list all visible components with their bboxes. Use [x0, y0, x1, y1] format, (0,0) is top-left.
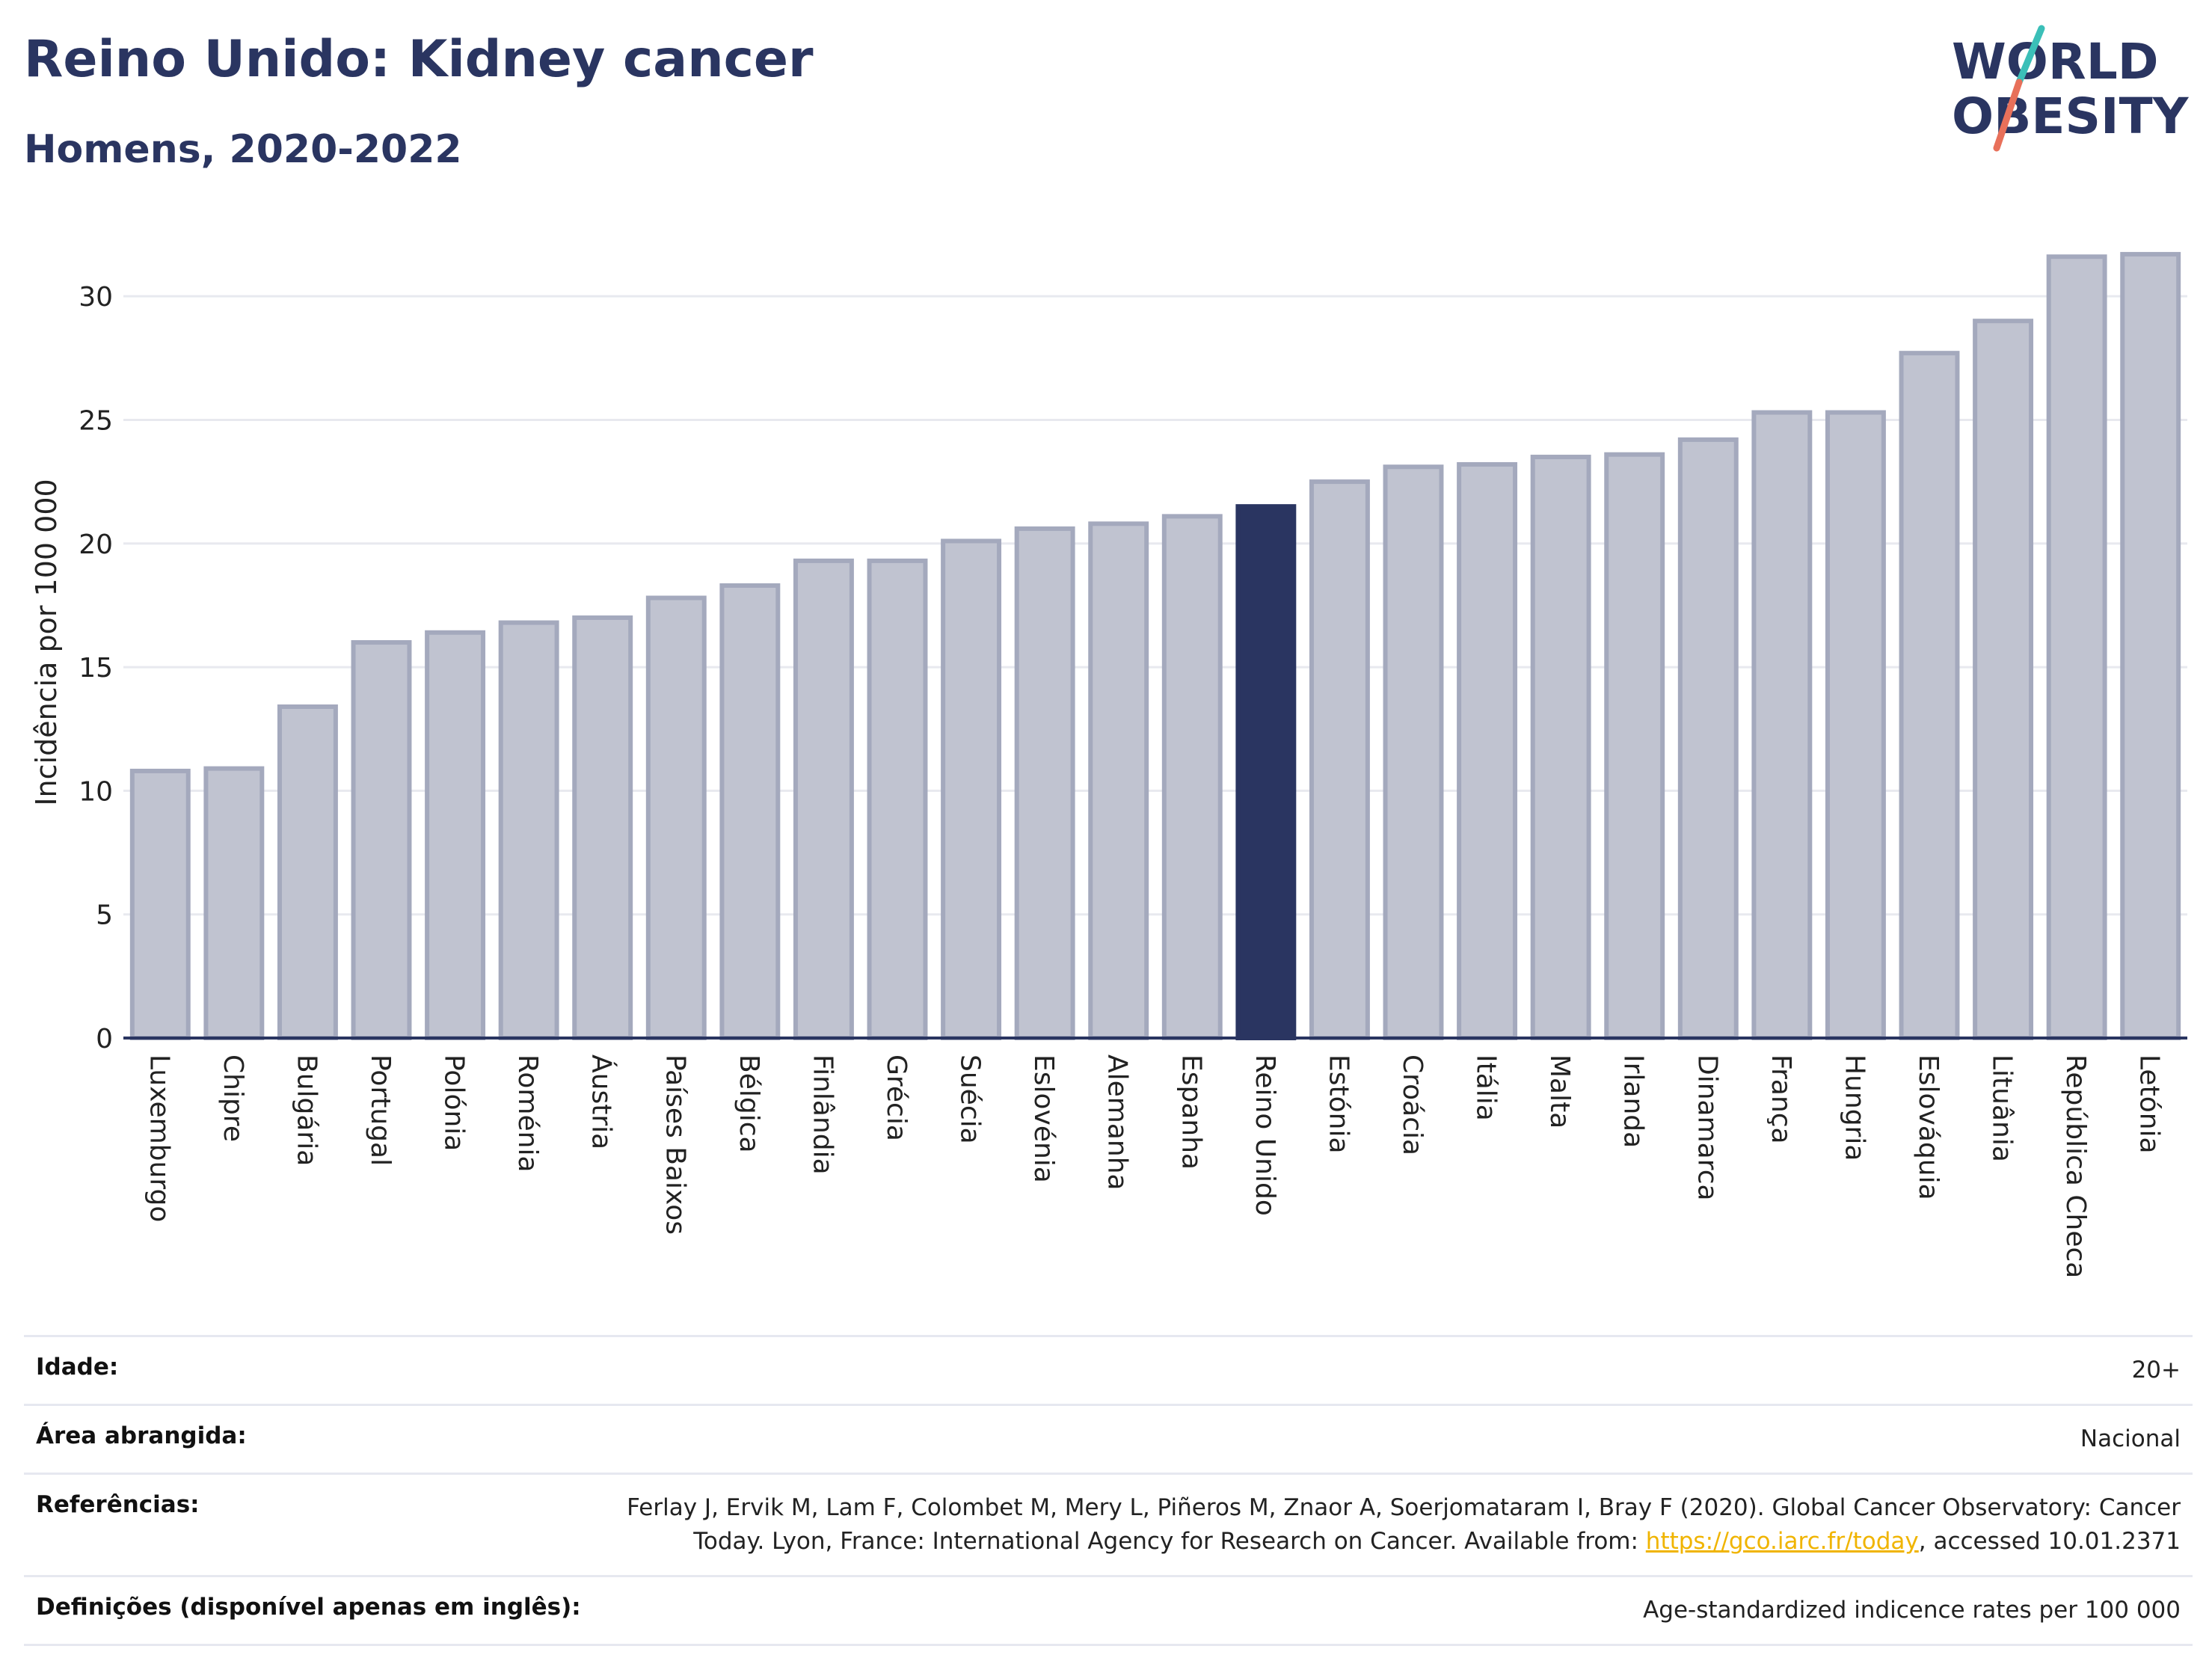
references-label: Referências: — [36, 1490, 200, 1518]
x-tick-label: República Checa — [2060, 1054, 2091, 1278]
bar-layer — [129, 251, 2181, 1041]
definitions-value: Age-standardized indicence rates per 100… — [1643, 1596, 2181, 1624]
bar-luxemburgo[interactable] — [129, 768, 191, 1041]
logo-text-obesity: OBESITY — [1952, 87, 2190, 145]
bar-dinamarca[interactable] — [1677, 437, 1739, 1040]
chart-subtitle: Homens, 2020-2022 — [24, 127, 462, 172]
bar-chart: 0 5 10 15 20 25 30 Luxemburgo Chipre Bulgária Por… — [30, 251, 2187, 1278]
y-tick-label: 30 — [79, 282, 113, 313]
bar-países-baixos[interactable] — [645, 595, 707, 1040]
x-tick-label: Malta — [1544, 1054, 1575, 1129]
age-value: 20+ — [2131, 1357, 2181, 1384]
bar-malta[interactable] — [1530, 455, 1591, 1040]
y-tick-label: 20 — [79, 529, 113, 560]
bar-alemanha[interactable] — [1088, 521, 1149, 1040]
y-tick-label: 25 — [79, 405, 113, 436]
x-tick-label: Roménia — [512, 1054, 543, 1173]
x-tick-label: Áustria — [586, 1054, 618, 1149]
bar-lituânia[interactable] — [1973, 319, 2034, 1040]
logo-slash-teal — [2015, 25, 2045, 86]
bar-áustria[interactable] — [572, 615, 633, 1040]
y-tick-label: 5 — [96, 900, 113, 931]
x-tick-label: Reino Unido — [1250, 1054, 1280, 1216]
x-tick-label: Alemanha — [1102, 1054, 1133, 1191]
x-tick-label: Países Baixos — [660, 1054, 690, 1235]
x-tick-label: Finlândia — [807, 1054, 838, 1175]
area-label: Área abrangida: — [36, 1422, 247, 1449]
bar-finlândia[interactable] — [793, 558, 854, 1040]
chart-title: Reino Unido: Kidney cancer — [24, 30, 814, 89]
bar-roménia[interactable] — [498, 620, 559, 1040]
x-tick-label: Letónia — [2134, 1054, 2165, 1154]
x-tick-label: Portugal — [365, 1054, 396, 1166]
references-accessed: , accessed 10.01.2371 — [1918, 1527, 2181, 1555]
bar-itália[interactable] — [1457, 461, 1518, 1040]
x-tick-label: Dinamarca — [1692, 1054, 1722, 1201]
bar-grécia[interactable] — [867, 558, 928, 1040]
x-tick-label: Eslováquia — [1913, 1054, 1944, 1200]
x-tick-label: Polónia — [439, 1054, 470, 1151]
age-label: Idade: — [36, 1354, 119, 1381]
footer-row-references: Referências: Ferlay J, Ervik M, Lam F, C… — [24, 1472, 2193, 1575]
y-tick-label: 0 — [96, 1024, 113, 1054]
bar-letónia[interactable] — [2120, 251, 2181, 1041]
y-tick-label: 10 — [79, 776, 113, 807]
x-tick-label: Lituânia — [1987, 1054, 2018, 1162]
y-tick-label: 15 — [79, 653, 113, 684]
x-tick-label: Chipre — [218, 1054, 248, 1142]
x-tick-label: Grécia — [881, 1054, 912, 1141]
x-tick-label: Espanha — [1176, 1054, 1206, 1170]
x-tick-label: Suécia — [955, 1054, 986, 1144]
x-tick-label: Irlanda — [1618, 1054, 1649, 1148]
x-tick-label: Estónia — [1323, 1054, 1354, 1154]
definitions-label: Definições (disponível apenas em inglês)… — [36, 1593, 581, 1621]
bar-bulgária[interactable] — [277, 704, 338, 1041]
footer-row-age: Idade: 20+ — [24, 1335, 2193, 1404]
x-tick-label: Luxemburgo — [144, 1054, 174, 1222]
bar-reino-unido[interactable] — [1235, 504, 1297, 1040]
world-obesity-logo: WORLD OBESITY — [1952, 25, 2190, 152]
x-tick-label: França — [1766, 1054, 1796, 1144]
references-value: Ferlay J, Ervik M, Lam F, Colombet M, Me… — [573, 1491, 2181, 1559]
bar-chipre[interactable] — [203, 766, 265, 1041]
label-layer: Luxemburgo Chipre Bulgária Portugal Polónia R… — [144, 1054, 2164, 1278]
metadata-table: Idade: 20+ Área abrangida: Nacional Refe… — [24, 1335, 2193, 1646]
bar-eslováquia[interactable] — [1899, 351, 1960, 1040]
bar-suécia[interactable] — [941, 538, 1002, 1040]
references-link[interactable]: https://gco.iarc.fr/today — [1645, 1527, 1919, 1555]
bar-república-checa[interactable] — [2046, 254, 2107, 1041]
bar-estónia[interactable] — [1309, 479, 1370, 1040]
bar-polónia[interactable] — [425, 630, 486, 1040]
footer-row-area: Área abrangida: Nacional — [24, 1403, 2193, 1473]
logo-slash-coral — [1993, 79, 2023, 152]
references-text: Ferlay J, Ervik M, Lam F, Colombet M, Me… — [627, 1493, 2181, 1555]
y-axis-label: Incidência por 100 000 — [30, 479, 63, 805]
x-tick-label: Hungria — [1839, 1054, 1870, 1161]
bar-croácia[interactable] — [1383, 464, 1444, 1040]
x-tick-label: Eslovénia — [1028, 1054, 1059, 1183]
x-tick-label: Itália — [1471, 1054, 1502, 1121]
bar-bélgica[interactable] — [719, 583, 781, 1040]
footer-row-definitions: Definições (disponível apenas em inglês)… — [24, 1574, 2193, 1646]
bar-frança[interactable] — [1751, 410, 1813, 1040]
bar-hungria[interactable] — [1825, 410, 1886, 1040]
bar-portugal[interactable] — [351, 640, 412, 1040]
bar-eslovénia[interactable] — [1014, 526, 1075, 1040]
x-tick-label: Bélgica — [734, 1054, 764, 1153]
logo-text-world: WORLD — [1952, 33, 2159, 90]
x-tick-label: Bulgária — [291, 1054, 322, 1166]
bar-irlanda[interactable] — [1604, 452, 1665, 1040]
x-tick-label: Croácia — [1397, 1054, 1428, 1155]
axis-layer: 0 5 10 15 20 25 30 — [79, 282, 2187, 1054]
bar-espanha[interactable] — [1161, 514, 1223, 1040]
area-value: Nacional — [2080, 1425, 2181, 1452]
